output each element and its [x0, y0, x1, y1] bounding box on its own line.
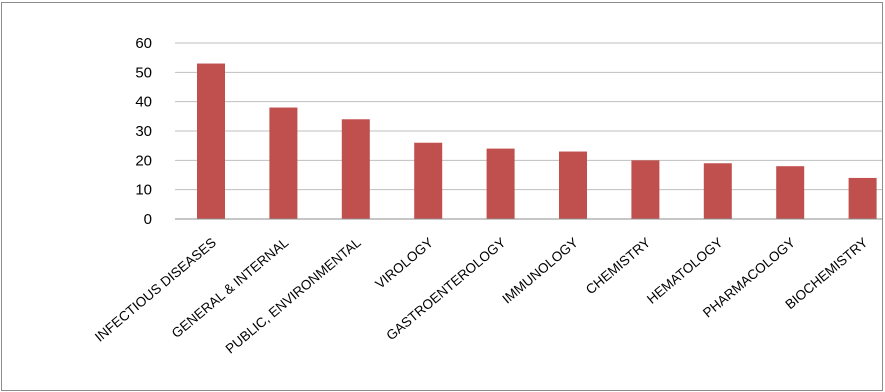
- bar: [776, 166, 805, 219]
- x-category-label: GASTROENTEROLOGY: [383, 235, 508, 343]
- bar: [703, 163, 732, 219]
- y-tick-label: 40: [135, 94, 152, 111]
- x-category-label: VIROLOGY: [372, 235, 436, 292]
- x-category-label: HEMATOLOGY: [644, 235, 726, 307]
- x-category-label: IMMUNOLOGY: [499, 235, 580, 307]
- bar: [269, 107, 298, 219]
- y-axis-ticks: 0 10 20 30 40 50 60: [135, 35, 152, 228]
- bar: [848, 177, 877, 219]
- x-category-label: CHEMISTRY: [583, 235, 653, 297]
- bar: [559, 151, 587, 219]
- bar: [197, 63, 225, 220]
- y-tick-label: 10: [135, 182, 152, 199]
- y-tick-label: 60: [135, 35, 152, 52]
- bar: [631, 160, 660, 219]
- x-category-label: PUBLIC, ENVIRONMENTAL: [223, 235, 364, 357]
- y-tick-label: 0: [144, 211, 152, 228]
- x-category-label: GENERAL & INTERNAL: [169, 234, 292, 340]
- bars: [197, 63, 877, 220]
- bar: [414, 142, 443, 219]
- bar: [341, 119, 370, 219]
- bar: [486, 148, 515, 219]
- y-tick-label: 50: [135, 64, 152, 81]
- y-tick-label: 30: [135, 123, 152, 140]
- y-tick-label: 20: [135, 152, 152, 169]
- x-category-label: INFECTIOUS DISEASES: [92, 235, 219, 345]
